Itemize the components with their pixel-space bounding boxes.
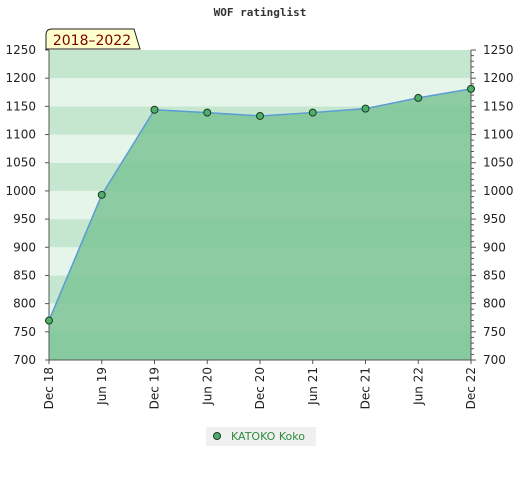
y-tick-label-right: 1150 <box>483 99 514 113</box>
y-tick-label-left: 850 <box>13 268 36 282</box>
x-tick-label: Dec 18 <box>42 367 56 409</box>
y-tick-label-left: 1000 <box>5 184 36 198</box>
y-tick-label-right: 1200 <box>483 71 514 85</box>
y-tick-label-right: 900 <box>483 240 506 254</box>
period-badge: 2018–2022 <box>45 28 141 50</box>
x-tick-label: Jun 22 <box>411 367 425 406</box>
data-point <box>150 105 159 114</box>
y-tick-label-right: 950 <box>483 212 506 226</box>
y-tick-label-left: 1250 <box>5 43 36 57</box>
legend[interactable]: KATOKO Koko <box>206 427 316 446</box>
data-marks <box>45 84 475 325</box>
x-tick-label: Dec 21 <box>359 367 373 409</box>
period-badge-label: 2018–2022 <box>53 33 131 49</box>
period-badge-shape <box>45 28 141 50</box>
data-point <box>308 108 317 117</box>
y-tick-label-left: 950 <box>13 212 36 226</box>
y-tick-label-left: 700 <box>13 353 36 367</box>
x-tick-label: Jun 20 <box>200 367 214 406</box>
tick-labels: 700 700 750 750 800 800 850 850 900 900 950 950 1000… <box>5 43 513 409</box>
legend-marker <box>213 432 221 440</box>
x-tick-label: Jun 19 <box>95 367 109 406</box>
data-point <box>97 190 106 199</box>
x-tick-label: Dec 22 <box>464 367 478 409</box>
y-tick-label-left: 750 <box>13 325 36 339</box>
x-tick-label: Dec 19 <box>148 367 162 409</box>
y-tick-label-left: 1200 <box>5 71 36 85</box>
y-tick-label-right: 1250 <box>483 43 514 57</box>
data-point <box>361 104 370 113</box>
y-tick-label-right: 1000 <box>483 184 514 198</box>
y-tick-label-right: 1100 <box>483 128 514 142</box>
legend-box <box>206 427 316 446</box>
axes <box>45 49 476 364</box>
x-tick-label: Dec 20 <box>253 367 267 409</box>
y-tick-label-right: 850 <box>483 268 506 282</box>
y-tick-label-left: 1050 <box>5 156 36 170</box>
data-point <box>467 84 475 93</box>
y-tick-label-right: 1050 <box>483 156 514 170</box>
background-band <box>49 50 471 79</box>
data-point <box>414 93 423 102</box>
x-tick-label: Jun 21 <box>306 367 320 406</box>
data-point <box>45 316 53 325</box>
y-tick-label-left: 900 <box>13 240 36 254</box>
y-tick-label-right: 750 <box>483 325 506 339</box>
y-tick-label-right: 700 <box>483 353 506 367</box>
legend-series-name[interactable]: KATOKO Koko <box>231 430 305 443</box>
data-point <box>256 111 264 120</box>
chart-title: WOF ratinglist <box>214 6 307 19</box>
data-point <box>203 108 212 117</box>
area-fill <box>49 88 471 361</box>
y-tick-label-right: 800 <box>483 297 506 311</box>
y-tick-label-left: 1150 <box>5 99 36 113</box>
area-layer <box>49 88 471 361</box>
y-tick-label-left: 1100 <box>5 128 36 142</box>
y-tick-label-left: 800 <box>13 297 36 311</box>
